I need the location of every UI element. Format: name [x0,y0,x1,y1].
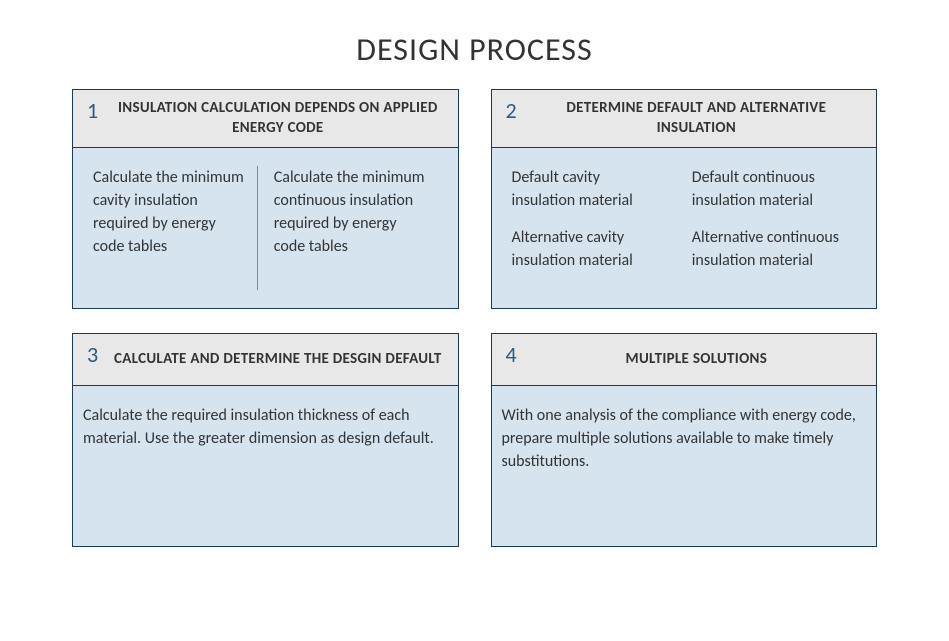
card-2: 2 DETERMINE DEFAULT AND ALTERNATIVE INSU… [491,89,878,309]
card-2-col1-item1: Default cavity insulation material [512,166,664,212]
card-3-body: Calculate the required insulation thickn… [73,386,458,546]
card-3-header: 3 CALCULATE AND DETERMINE THE DESGIN DEF… [73,334,458,386]
card-2-col2-item2: Alternative continuous insulation materi… [692,226,844,272]
card-2-col1: Default cavity insulation material Alter… [512,166,676,290]
card-2-col2: Default continuous insulation material A… [676,166,856,290]
card-3-number: 3 [87,342,98,368]
card-4-header: 4 MULTIPLE SOLUTIONS [492,334,877,386]
card-1-col1: Calculate the minimum cavity insulation … [93,166,257,290]
card-1-header: 1 INSULATION CALCULATION DEPENDS ON APPL… [73,90,458,148]
card-1-title: INSULATION CALCULATION DEPENDS ON APPLIE… [112,98,443,139]
page-title: DESIGN PROCESS [0,0,949,89]
card-1-body: Calculate the minimum cavity insulation … [73,148,458,308]
card-2-number: 2 [506,98,517,124]
card-2-body: Default cavity insulation material Alter… [492,148,877,308]
card-4: 4 MULTIPLE SOLUTIONS With one analysis o… [491,333,878,547]
card-2-header: 2 DETERMINE DEFAULT AND ALTERNATIVE INSU… [492,90,877,148]
card-1-col2: Calculate the minimum continuous insulat… [257,166,438,290]
card-3-title: CALCULATE AND DETERMINE THE DESGIN DEFAU… [112,349,443,369]
card-1: 1 INSULATION CALCULATION DEPENDS ON APPL… [72,89,459,309]
card-4-title: MULTIPLE SOLUTIONS [531,349,862,369]
card-2-title: DETERMINE DEFAULT AND ALTERNATIVE INSULA… [531,98,862,139]
card-4-number: 4 [506,342,517,368]
cards-grid: 1 INSULATION CALCULATION DEPENDS ON APPL… [0,89,949,547]
card-4-body: With one analysis of the compliance with… [492,386,877,546]
card-2-col2-item1: Default continuous insulation material [692,166,844,212]
card-1-number: 1 [87,98,98,124]
card-2-col1-item2: Alternative cavity insulation material [512,226,664,272]
card-3: 3 CALCULATE AND DETERMINE THE DESGIN DEF… [72,333,459,547]
